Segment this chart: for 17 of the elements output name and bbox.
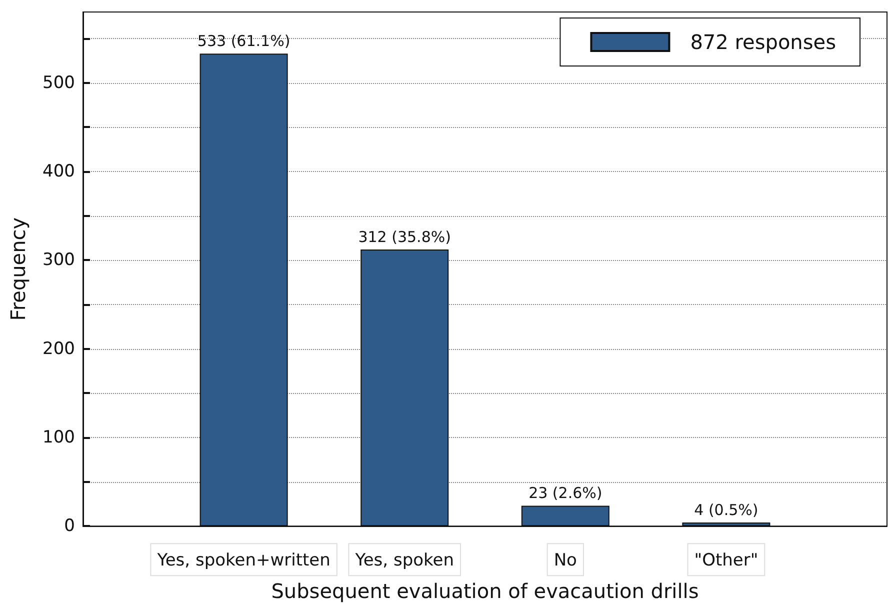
- data-label: 312 (35.8%): [358, 228, 451, 246]
- x-tick-label: Yes, spoken: [354, 550, 454, 571]
- y-tick-label: 200: [42, 338, 75, 359]
- x-tick-label: No: [554, 550, 577, 571]
- y-axis-title: Frequency: [6, 217, 30, 321]
- y-tick-label: 100: [42, 427, 75, 448]
- x-tick-label: Yes, spoken+written: [156, 550, 330, 571]
- data-label: 23 (2.6%): [528, 484, 602, 502]
- y-tick-label: 500: [42, 72, 75, 93]
- y-tick-label: 400: [42, 162, 75, 182]
- y-tick-label: 300: [42, 250, 75, 270]
- y-tick-label: 0: [64, 516, 75, 536]
- data-label: 533 (61.1%): [197, 32, 290, 50]
- data-label: 4 (0.5%): [694, 501, 758, 520]
- legend-label: 872 responses: [690, 30, 836, 54]
- x-tick-label: "Other": [694, 550, 758, 571]
- x-axis-title: Subsequent evaluation of evacaution drills: [271, 579, 699, 603]
